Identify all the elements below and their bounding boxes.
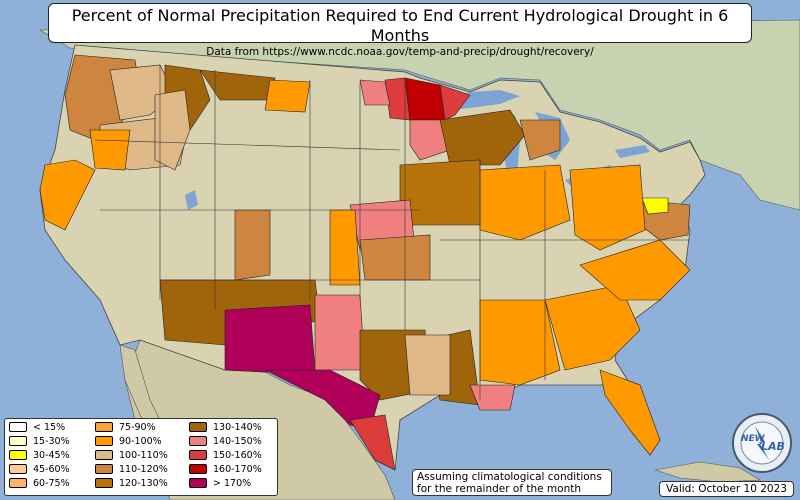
region-iowa-brown [399, 159, 481, 226]
note-line-1: Assuming climatological conditions [417, 471, 602, 483]
region-maryland-yellow [641, 197, 669, 215]
title-box: Percent of Normal Precipitation Required… [48, 3, 752, 58]
great-salt-lake [185, 190, 198, 210]
drought-regions [39, 54, 691, 471]
note-line-2: for the remainder of the month [417, 483, 582, 495]
region-louisiana-pink [469, 384, 516, 411]
legend-swatch [189, 435, 207, 446]
legend-swatch [95, 449, 113, 460]
legend-label: 150-160% [213, 450, 262, 461]
region-south-dakota-pink [359, 79, 391, 106]
legend-swatch [189, 449, 207, 460]
legend-item: < 15% [9, 421, 66, 434]
region-kansas-brown [359, 234, 431, 281]
legend-label: 130-140% [213, 422, 262, 433]
logo-lightning [755, 426, 769, 460]
region-minnesota-pink [409, 119, 451, 161]
legend-label: < 15% [33, 422, 66, 433]
legend: < 15% 15-30% 30-45% 45-60% 60-75% 75-90% 90-10… [4, 418, 278, 496]
legend-swatch [189, 477, 207, 488]
legend-swatch [189, 421, 207, 432]
legend-label: 75-90% [119, 422, 156, 433]
region-michigan-brown [519, 119, 561, 161]
legend-label: > 170% [213, 478, 252, 489]
legend-item: 45-60% [9, 463, 70, 476]
legend-label: 110-120% [119, 464, 168, 475]
region-mississippi-orange [479, 299, 561, 386]
logo-text-main: LAB [761, 440, 785, 453]
region-colorado-orange [329, 209, 361, 286]
legend-item: 160-170% [189, 463, 262, 476]
legend-label: 15-30% [33, 436, 70, 447]
legend-label: 60-75% [33, 478, 70, 489]
legend-item: 110-120% [95, 463, 168, 476]
region-newmexico-magenta [224, 304, 316, 373]
legend-swatch [95, 463, 113, 474]
map-subtitle: Data from https://www.ncdc.noaa.gov/temp… [206, 46, 594, 58]
legend-label: 120-130% [119, 478, 168, 489]
legend-label: 90-100% [119, 436, 162, 447]
legend-item: 140-150% [189, 435, 262, 448]
region-carolina-orange [579, 239, 691, 301]
map-title: Percent of Normal Precipitation Required… [71, 6, 729, 45]
logo-text-top: NEW [741, 434, 766, 444]
logo-inner-globe [740, 421, 784, 465]
legend-item: 130-140% [189, 421, 262, 434]
legend-item: 120-130% [95, 477, 168, 490]
assumption-note: Assuming climatological conditions for t… [412, 469, 612, 496]
region-minnesota-red [439, 84, 471, 121]
legend-item: 15-30% [9, 435, 70, 448]
region-montana-orange [264, 79, 311, 113]
region-wyoming-tan [154, 89, 191, 171]
legend-swatch [9, 449, 27, 460]
legend-swatch [9, 477, 27, 488]
legend-swatch [189, 463, 207, 474]
legend-label: 30-45% [33, 450, 70, 461]
legend-label: 45-60% [33, 464, 70, 475]
region-florida-orange [599, 369, 661, 456]
region-arkansas-tan [404, 334, 451, 396]
legend-item: 60-75% [9, 477, 70, 490]
legend-item: 90-100% [95, 435, 162, 448]
valid-date-label: Valid: October 10 2023 [659, 481, 794, 497]
legend-swatch [9, 435, 27, 446]
legend-swatch [95, 435, 113, 446]
region-texas-panhandle-pink [314, 294, 366, 371]
legend-label: 100-110% [119, 450, 168, 461]
legend-item: > 170% [189, 477, 252, 490]
legend-label: 160-170% [213, 464, 262, 475]
legend-label: 140-150% [213, 436, 262, 447]
region-iowa-wisconsin-brown [439, 109, 526, 166]
canada-landmass [38, 19, 800, 211]
legend-swatch [9, 463, 27, 474]
region-utah-colorado-copper [234, 209, 271, 281]
legend-item: 30-45% [9, 449, 70, 462]
legend-swatch [9, 421, 27, 432]
legend-item: 75-90% [95, 421, 156, 434]
state-borders [94, 65, 690, 400]
cuba-island [654, 461, 762, 483]
legend-swatch [95, 421, 113, 432]
newlab-logo: NEW LAB [732, 413, 792, 473]
border-line-6 [94, 139, 401, 151]
region-oregon-orange [89, 129, 131, 171]
lake-ontario [615, 145, 650, 158]
legend-item: 100-110% [95, 449, 168, 462]
legend-swatch [95, 477, 113, 488]
region-california-coast [39, 159, 96, 231]
region-south-texas-red [349, 414, 396, 471]
legend-item: 150-160% [189, 449, 262, 462]
